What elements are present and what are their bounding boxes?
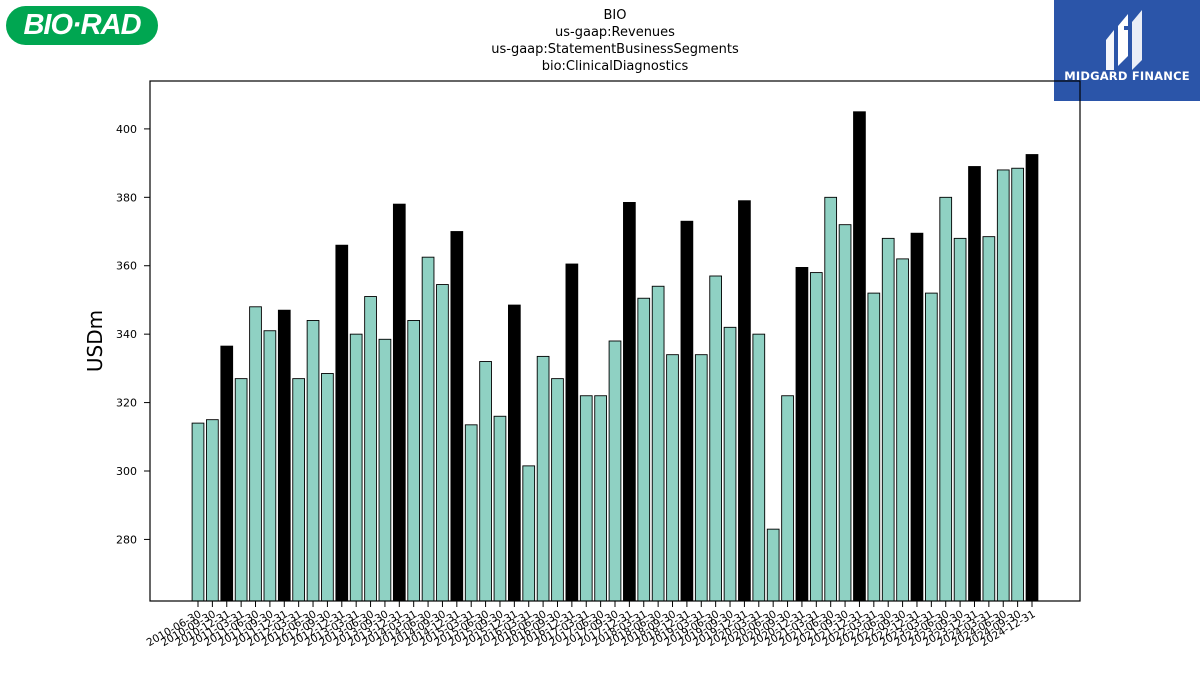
bar-2016-06-30 bbox=[536, 355, 550, 602]
plot-frame bbox=[149, 80, 1081, 602]
bar-2016-09-30 bbox=[551, 378, 564, 602]
title-line-concept: us-gaap:Revenues bbox=[555, 25, 675, 40]
bar-2021-12-31 bbox=[853, 111, 866, 602]
bar-2024-03-31 bbox=[982, 236, 996, 602]
bar-2019-09-30 bbox=[723, 326, 737, 602]
bar-2021-03-31 bbox=[809, 272, 823, 602]
bio-rad-logo-text: BIO·RAD bbox=[23, 9, 141, 41]
title-line-axis: us-gaap:StatementBusinessSegments bbox=[491, 42, 739, 57]
bar-2010-06-30 bbox=[191, 422, 205, 602]
bar-2012-03-31 bbox=[292, 378, 306, 602]
bar-2016-12-31 bbox=[565, 263, 579, 602]
y-tick-label: 320 bbox=[116, 397, 137, 410]
bar-2023-06-30 bbox=[939, 196, 953, 602]
bar-2022-09-30 bbox=[896, 258, 909, 602]
bar-2012-12-31 bbox=[335, 244, 349, 602]
bar-2011-12-31 bbox=[277, 309, 291, 602]
bar-2021-06-30 bbox=[824, 196, 838, 602]
bar-2015-09-30 bbox=[493, 415, 507, 602]
y-axis-label: USDm bbox=[83, 310, 107, 372]
bar-2020-03-31 bbox=[752, 333, 766, 602]
bar-2014-12-31 bbox=[450, 231, 464, 602]
bar-2014-06-30 bbox=[421, 256, 435, 602]
bar-2018-12-31 bbox=[680, 220, 694, 602]
title-line-ticker: BIO bbox=[603, 8, 627, 23]
bar-2017-12-31 bbox=[623, 201, 636, 602]
bar-2022-06-30 bbox=[881, 237, 895, 602]
bar-2012-09-30 bbox=[321, 373, 334, 602]
bar-2016-03-31 bbox=[522, 465, 536, 602]
bar-2017-03-31 bbox=[579, 395, 593, 602]
bar-2024-06-30 bbox=[996, 169, 1010, 602]
bar-2010-09-30 bbox=[206, 419, 219, 602]
bar-2022-03-31 bbox=[867, 292, 881, 602]
bar-2014-03-31 bbox=[407, 320, 421, 602]
chart-title: BIO us-gaap:Revenues us-gaap:StatementBu… bbox=[415, 7, 815, 75]
y-tick-label: 400 bbox=[116, 123, 137, 136]
title-line-member: bio:ClinicalDiagnostics bbox=[541, 59, 689, 74]
bar-2019-12-31 bbox=[738, 200, 751, 602]
midgard-finance-label: MIDGARD FINANCE bbox=[1064, 69, 1190, 83]
bar-2015-12-31 bbox=[508, 304, 521, 602]
bar-2017-06-30 bbox=[594, 395, 607, 602]
bar-2013-09-30 bbox=[378, 338, 392, 602]
bio-rad-logo: BIO·RAD bbox=[6, 6, 158, 45]
bar-2017-09-30 bbox=[608, 340, 622, 602]
bar-2023-12-31 bbox=[968, 166, 981, 602]
bar-2011-03-31 bbox=[234, 378, 248, 602]
bar-2011-09-30 bbox=[263, 330, 277, 602]
bar-2013-12-31 bbox=[392, 203, 406, 602]
y-tick-label: 280 bbox=[116, 533, 137, 546]
midgard-finance-logo: MIDGARD FINANCE bbox=[1054, 0, 1200, 101]
bar-2015-06-30 bbox=[479, 361, 492, 602]
bar-2018-09-30 bbox=[666, 354, 679, 602]
bar-2023-03-31 bbox=[925, 292, 938, 602]
bar-2022-12-31 bbox=[910, 232, 924, 602]
y-axis: 280 300 320 340 360 380 400 bbox=[116, 123, 150, 546]
bar-2020-09-30 bbox=[781, 395, 794, 602]
bar-2012-06-30 bbox=[306, 320, 320, 602]
y-tick-label: 300 bbox=[116, 465, 137, 478]
bar-2013-06-30 bbox=[364, 296, 377, 602]
bar-2020-12-31 bbox=[795, 267, 809, 602]
midgard-finance-mark-icon bbox=[1106, 10, 1142, 70]
y-tick-label: 380 bbox=[116, 191, 137, 204]
bar-2024-12-31 bbox=[1025, 154, 1039, 602]
bar-2020-06-30 bbox=[766, 528, 780, 602]
bar-2013-03-31 bbox=[349, 333, 363, 602]
bar-2023-09-30 bbox=[953, 237, 967, 602]
bar-2014-09-30 bbox=[436, 284, 449, 602]
y-tick-label: 340 bbox=[116, 328, 137, 341]
bar-2019-06-30 bbox=[709, 275, 723, 602]
bar-2015-03-31 bbox=[464, 424, 478, 602]
bar-2011-06-30 bbox=[249, 306, 262, 602]
bar-2010-12-31 bbox=[220, 345, 234, 602]
bar-2021-09-30 bbox=[838, 224, 852, 602]
x-axis: 2010-06-302010-09-302010-12-312011-03-31… bbox=[145, 601, 1038, 649]
bar-2018-06-30 bbox=[651, 285, 665, 602]
y-tick-label: 360 bbox=[116, 260, 137, 273]
bar-2018-03-31 bbox=[637, 297, 651, 602]
bars-group bbox=[191, 111, 1039, 602]
bar-2024-09-30 bbox=[1011, 167, 1024, 602]
bar-2019-03-31 bbox=[694, 354, 708, 602]
